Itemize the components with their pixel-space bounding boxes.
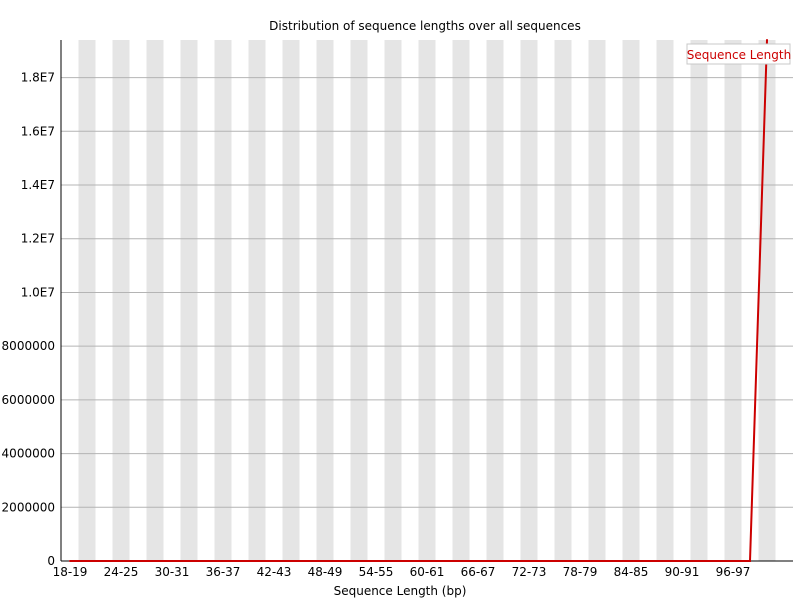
data-point [596, 560, 598, 562]
y-tick-label: 0 [47, 554, 55, 568]
series-line [70, 39, 768, 562]
x-tick-label: 90-91 [665, 565, 700, 579]
data-point [307, 560, 309, 562]
background-band [622, 40, 640, 561]
background-band [724, 40, 742, 561]
data-point [239, 560, 241, 562]
data-point [341, 560, 343, 562]
background-bands [78, 40, 776, 561]
data-point [545, 560, 547, 562]
background-band [180, 40, 198, 561]
y-tick-label: 8000000 [2, 339, 55, 353]
data-point [205, 560, 207, 562]
background-band [758, 40, 776, 561]
chart-title: Distribution of sequence lengths over al… [269, 19, 581, 33]
x-tick-label: 18-19 [53, 565, 88, 579]
y-tick-label: 1.8E7 [21, 71, 55, 85]
x-tick-label: 78-79 [563, 565, 598, 579]
data-point [324, 560, 326, 562]
data-point [579, 560, 581, 562]
data-point [409, 560, 411, 562]
y-tick-label: 1.2E7 [21, 232, 55, 246]
x-tick-label: 66-67 [461, 565, 496, 579]
background-band [418, 40, 436, 561]
data-point [273, 560, 275, 562]
data-point [630, 560, 632, 562]
y-tick-label: 1.6E7 [21, 124, 55, 138]
x-tick-label: 60-61 [410, 565, 445, 579]
background-band [248, 40, 266, 561]
background-band [214, 40, 232, 561]
y-tick-label: 1.4E7 [21, 178, 55, 192]
x-tick-label: 42-43 [257, 565, 292, 579]
y-tick-label: 6000000 [2, 393, 55, 407]
y-tick-label: 4000000 [2, 447, 55, 461]
data-point [477, 560, 479, 562]
series-layer [69, 39, 768, 562]
data-point [375, 560, 377, 562]
data-point [426, 560, 428, 562]
y-tick-labels: 0 2000000 4000000 6000000 8000000 1.0E7 1.2E7 1… [2, 71, 55, 568]
x-tick-label: 84-85 [614, 565, 649, 579]
background-band [520, 40, 538, 561]
background-band [486, 40, 504, 561]
background-band [350, 40, 368, 561]
data-point [290, 560, 292, 562]
legend-label: Sequence Length [687, 48, 791, 62]
data-point [664, 560, 666, 562]
x-tick-label: 96-97 [716, 565, 751, 579]
y-tick-label: 2000000 [2, 500, 55, 514]
data-point [69, 560, 71, 562]
x-tick-label: 30-31 [155, 565, 190, 579]
background-band [656, 40, 674, 561]
background-band [384, 40, 402, 561]
x-tick-labels: 18-19 24-25 30-31 36-37 42-43 48-49 54-55 60-61… [53, 565, 751, 579]
data-point [460, 560, 462, 562]
x-tick-label: 36-37 [206, 565, 241, 579]
data-point [562, 560, 564, 562]
background-band [316, 40, 334, 561]
data-point [443, 560, 445, 562]
background-band [146, 40, 164, 561]
data-point [86, 560, 88, 562]
background-band [282, 40, 300, 561]
data-point [256, 560, 258, 562]
x-tick-label: 54-55 [359, 565, 394, 579]
background-band [588, 40, 606, 561]
data-point [222, 560, 224, 562]
data-point [188, 560, 190, 562]
data-point [766, 39, 768, 41]
data-point [358, 560, 360, 562]
data-point [392, 560, 394, 562]
legend: Sequence Length [686, 43, 791, 65]
data-point [715, 560, 717, 562]
data-point [647, 560, 649, 562]
data-point [120, 560, 122, 562]
data-point [613, 560, 615, 562]
x-tick-label: 72-73 [512, 565, 547, 579]
data-point [732, 560, 734, 562]
data-point [681, 560, 683, 562]
data-point [698, 560, 700, 562]
background-band [554, 40, 572, 561]
data-point [528, 560, 530, 562]
background-band [690, 40, 708, 561]
x-tick-label: 48-49 [308, 565, 343, 579]
data-point [103, 560, 105, 562]
y-tick-label: 1.0E7 [21, 285, 55, 299]
background-band [112, 40, 130, 561]
x-tick-label: 24-25 [104, 565, 139, 579]
data-point [749, 560, 751, 562]
data-point [137, 560, 139, 562]
data-point [494, 560, 496, 562]
data-point [171, 560, 173, 562]
legend-box [686, 43, 791, 65]
background-band [78, 40, 96, 561]
background-band [452, 40, 470, 561]
data-point [154, 560, 156, 562]
x-axis-title: Sequence Length (bp) [334, 584, 467, 598]
y-gridlines [61, 77, 793, 508]
data-point [511, 560, 513, 562]
